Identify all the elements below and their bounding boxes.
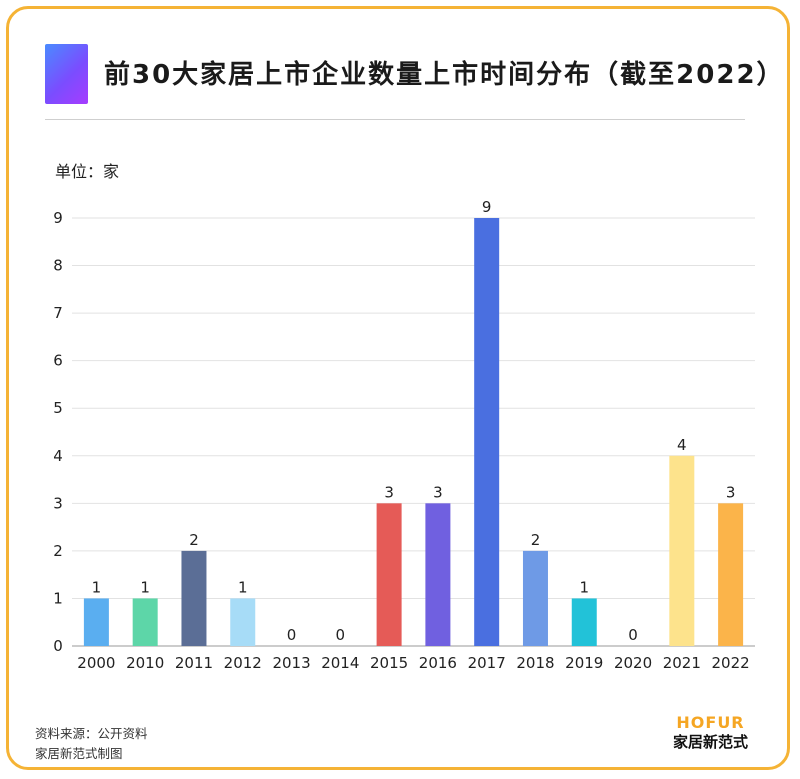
data-label-2012: 1 bbox=[238, 578, 248, 596]
y-tick-label: 2 bbox=[53, 542, 63, 560]
x-tick-label-2010: 2010 bbox=[126, 654, 164, 672]
bar-2018 bbox=[522, 550, 548, 646]
y-tick-label: 6 bbox=[53, 352, 63, 370]
x-tick-label-2022: 2022 bbox=[712, 654, 750, 672]
bar-2010 bbox=[132, 598, 158, 646]
data-label-2017: 9 bbox=[482, 198, 492, 216]
x-tick-label-2014: 2014 bbox=[321, 654, 359, 672]
y-tick-label: 9 bbox=[53, 209, 63, 227]
y-tick-label: 4 bbox=[53, 447, 63, 465]
data-label-2021: 4 bbox=[677, 436, 687, 454]
x-tick-label-2021: 2021 bbox=[663, 654, 701, 672]
y-tick-label: 5 bbox=[53, 399, 63, 417]
y-tick-label: 3 bbox=[53, 494, 63, 512]
unit-label: 单位：家 bbox=[55, 162, 120, 181]
bar-2019 bbox=[571, 598, 597, 646]
bar-2021 bbox=[669, 455, 695, 646]
y-tick-label: 8 bbox=[53, 257, 63, 275]
bar-2000 bbox=[83, 598, 109, 646]
x-tick-label-2013: 2013 bbox=[272, 654, 310, 672]
brand-logo: HOFUR 家居新范式 bbox=[673, 714, 748, 752]
y-tick-label: 7 bbox=[53, 304, 63, 322]
data-label-2000: 1 bbox=[92, 578, 102, 596]
bar-2012 bbox=[230, 598, 256, 646]
source-line: 资料来源：公开资料 bbox=[35, 726, 148, 741]
data-label-2011: 2 bbox=[189, 531, 199, 549]
x-tick-label-2020: 2020 bbox=[614, 654, 652, 672]
bar-2015 bbox=[376, 503, 402, 646]
x-tick-label-2000: 2000 bbox=[77, 654, 115, 672]
data-label-2022: 3 bbox=[726, 483, 736, 501]
x-tick-label-2016: 2016 bbox=[419, 654, 457, 672]
x-tick-label-2017: 2017 bbox=[468, 654, 506, 672]
bar-2016 bbox=[425, 503, 451, 646]
y-tick-label: 0 bbox=[53, 637, 63, 655]
chart-title: 前30大家居上市企业数量上市时间分布（截至2022） bbox=[104, 60, 785, 90]
source-note: 资料来源：公开资料 家居新范式制图 bbox=[35, 724, 148, 764]
x-tick-label-2015: 2015 bbox=[370, 654, 408, 672]
x-tick-label-2012: 2012 bbox=[224, 654, 262, 672]
bar-2017 bbox=[474, 218, 500, 646]
title-divider bbox=[45, 119, 745, 120]
data-label-2015: 3 bbox=[384, 483, 394, 501]
brand-logo-cn: 家居新范式 bbox=[673, 733, 749, 751]
brand-logo-en: HOFUR bbox=[676, 713, 745, 732]
title-accent-icon bbox=[45, 44, 88, 104]
y-tick-label: 1 bbox=[53, 589, 63, 607]
x-tick-label-2019: 2019 bbox=[565, 654, 603, 672]
x-tick-label-2018: 2018 bbox=[516, 654, 554, 672]
data-label-2018: 2 bbox=[531, 531, 541, 549]
data-label-2020: 0 bbox=[628, 626, 638, 644]
data-label-2010: 1 bbox=[140, 578, 150, 596]
x-tick-label-2011: 2011 bbox=[175, 654, 213, 672]
data-label-2016: 3 bbox=[433, 483, 443, 501]
data-label-2014: 0 bbox=[336, 626, 346, 644]
data-label-2013: 0 bbox=[287, 626, 297, 644]
data-label-2019: 1 bbox=[579, 578, 589, 596]
credit-line: 家居新范式制图 bbox=[35, 746, 123, 761]
bar-2022 bbox=[718, 503, 744, 646]
bar-2011 bbox=[181, 550, 207, 646]
